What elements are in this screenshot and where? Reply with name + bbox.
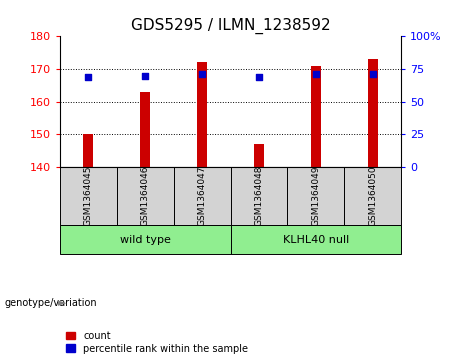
Text: GSM1364046: GSM1364046 — [141, 166, 150, 226]
Title: GDS5295 / ILMN_1238592: GDS5295 / ILMN_1238592 — [130, 17, 331, 33]
Bar — [83, 134, 94, 167]
Bar — [60, 225, 230, 254]
Point — [85, 74, 92, 80]
Point — [312, 71, 319, 77]
Point — [142, 73, 149, 78]
Bar — [117, 167, 174, 225]
Text: GSM1364049: GSM1364049 — [311, 166, 320, 226]
Text: genotype/variation: genotype/variation — [5, 298, 97, 308]
Bar — [60, 167, 117, 225]
Text: KLHL40 null: KLHL40 null — [283, 234, 349, 245]
Text: ►: ► — [58, 298, 66, 308]
Bar — [174, 167, 230, 225]
Text: GSM1364045: GSM1364045 — [84, 166, 93, 226]
Bar — [254, 144, 264, 167]
Bar — [197, 62, 207, 167]
Legend: count, percentile rank within the sample: count, percentile rank within the sample — [65, 330, 249, 355]
Point — [198, 71, 206, 77]
Bar — [287, 167, 344, 225]
Bar — [344, 167, 401, 225]
Text: GSM1364047: GSM1364047 — [198, 166, 207, 226]
Text: GSM1364048: GSM1364048 — [254, 166, 263, 226]
Point — [369, 71, 376, 77]
Bar — [140, 92, 150, 167]
Bar — [230, 167, 287, 225]
Text: GSM1364050: GSM1364050 — [368, 166, 377, 227]
Point — [255, 74, 263, 80]
Bar — [311, 66, 321, 167]
Text: wild type: wild type — [120, 234, 171, 245]
Bar — [367, 59, 378, 167]
Bar — [230, 225, 401, 254]
